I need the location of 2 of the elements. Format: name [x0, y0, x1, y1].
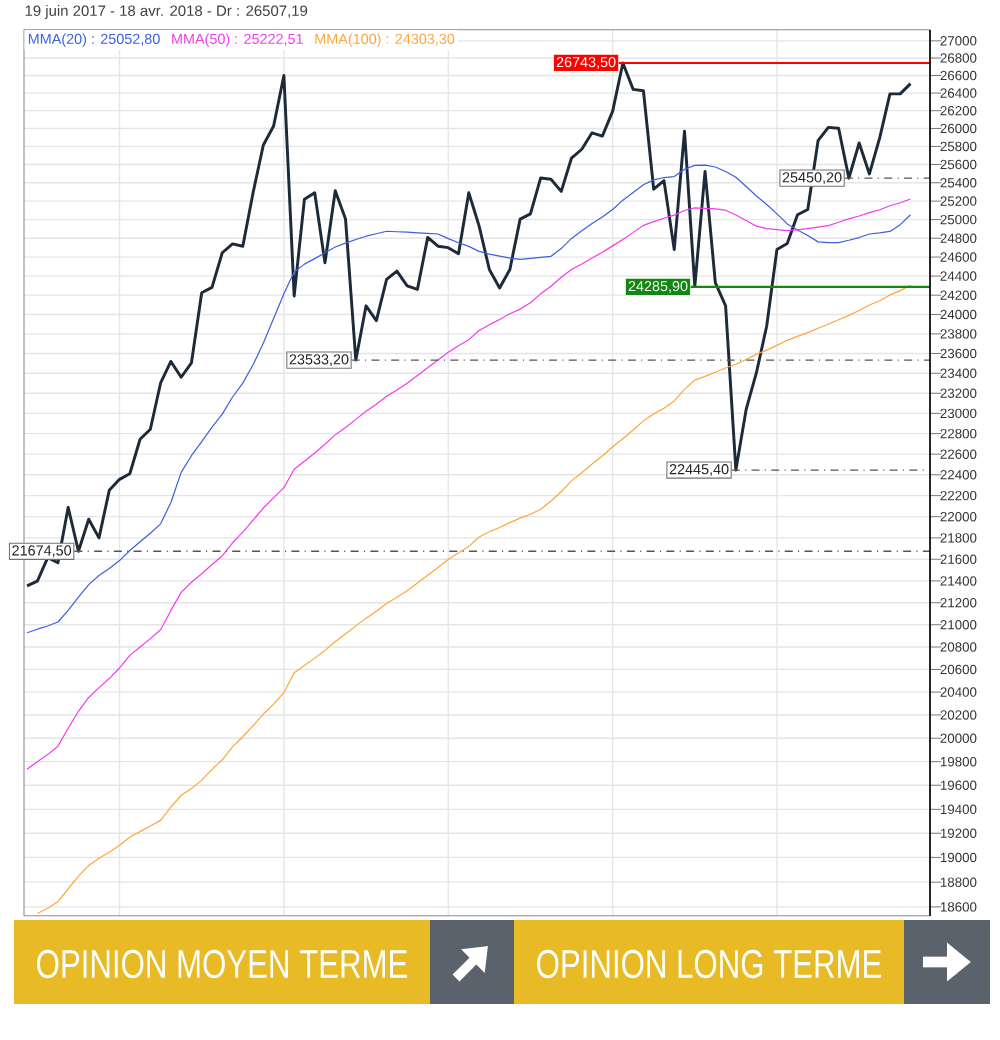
text: OPINION LONG TERME: [537, 949, 882, 979]
text: OPINION MOYEN TERME: [37, 949, 408, 979]
